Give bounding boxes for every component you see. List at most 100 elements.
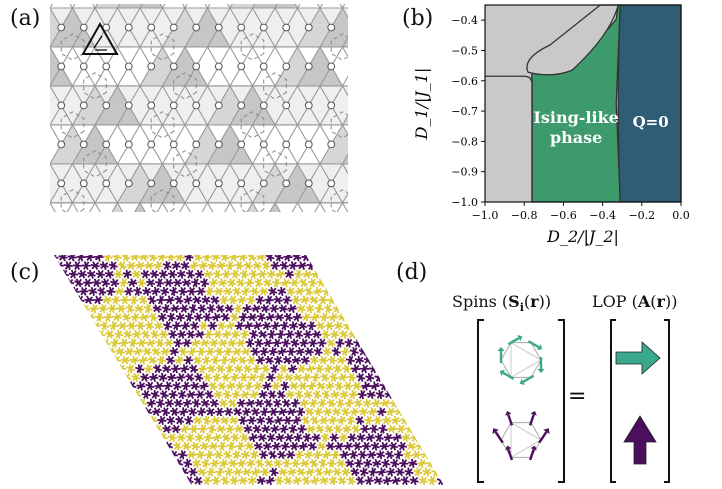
- spin-star: [164, 398, 174, 408]
- spin-star: [219, 355, 229, 365]
- spin-star: [265, 415, 275, 425]
- spin-star: [292, 312, 302, 322]
- spin-star: [255, 458, 265, 468]
- spin-star: [288, 261, 298, 271]
- spin-star: [98, 304, 108, 314]
- spin-star: [250, 287, 260, 296]
- spin-star: [94, 312, 104, 322]
- spin-star: [238, 476, 248, 486]
- spin-star: [171, 424, 181, 434]
- spin-star: [163, 381, 173, 391]
- spin-star: [122, 372, 132, 382]
- spin-star: [285, 329, 295, 339]
- spin-star: [225, 261, 235, 271]
- spin-star: [329, 372, 339, 382]
- spin-star: [384, 390, 394, 399]
- lattice-site: [214, 23, 223, 32]
- spin-star: [228, 458, 238, 468]
- spin-star: [233, 304, 243, 314]
- spin-star: [396, 424, 406, 434]
- spin-star: [355, 415, 365, 425]
- lattice-site: [147, 179, 156, 188]
- spin-star: [261, 424, 271, 434]
- spin-star: [318, 295, 328, 305]
- spin-star: [92, 278, 102, 288]
- spin-star: [95, 269, 105, 279]
- lattice-triangle: [246, 201, 259, 212]
- spin-star: [230, 433, 240, 443]
- spin-star: [347, 372, 357, 382]
- spin-star: [339, 329, 349, 339]
- spin-star: [394, 450, 404, 460]
- spin-star: [308, 338, 318, 348]
- dashed-hexagon: [240, 111, 265, 139]
- spin-star: [136, 321, 146, 331]
- spin-star: [254, 338, 264, 348]
- spin-star: [176, 372, 186, 382]
- spin-star: [426, 458, 436, 468]
- y-tick-label: −0.8: [451, 135, 478, 148]
- lattice-site: [237, 140, 246, 149]
- spin-star: [368, 407, 378, 417]
- spin-star: [208, 321, 218, 331]
- spin-star: [168, 390, 178, 400]
- spin-star: [388, 441, 398, 451]
- dashed-hexagon: [60, 111, 85, 139]
- spin-star: [358, 450, 368, 460]
- spin-star: [391, 476, 401, 486]
- spin-star: [301, 416, 311, 425]
- spin-star: [363, 458, 373, 468]
- spin-star: [189, 261, 199, 271]
- spin-star: [361, 441, 371, 451]
- spin-star: [366, 390, 376, 400]
- spin-star: [307, 321, 317, 331]
- spin-star: [59, 269, 69, 279]
- spin-star: [193, 415, 203, 425]
- spin-star: [254, 398, 264, 408]
- spin-star: [153, 261, 163, 271]
- spin-star: [133, 286, 143, 296]
- spin-star: [321, 329, 331, 339]
- spin-star: [146, 278, 156, 288]
- spin-star: [206, 407, 216, 417]
- spin-star: [315, 424, 325, 434]
- spin-star: [258, 330, 268, 339]
- spin-star: [247, 312, 257, 322]
- lattice-site: [237, 179, 246, 188]
- phase-region-gray-lobe: [526, 4, 620, 76]
- spin-star: [257, 269, 267, 279]
- spin-star: [247, 476, 257, 486]
- lattice-site: [237, 62, 246, 71]
- spin-star: [297, 364, 307, 374]
- spin-star: [85, 312, 95, 322]
- spin-star: [354, 355, 364, 365]
- spin-star: [316, 441, 326, 451]
- spin-star: [308, 278, 318, 288]
- spin-star: [286, 286, 296, 296]
- spin-star: [191, 278, 201, 288]
- spin-star: [200, 338, 210, 348]
- spin-star: [182, 278, 192, 288]
- y-tick-label: −0.9: [451, 166, 478, 179]
- spin-star: [208, 381, 218, 391]
- spin-star: [164, 338, 174, 348]
- spin-star: [298, 321, 308, 331]
- spin-star: [352, 381, 362, 391]
- spin-star: [208, 441, 218, 451]
- spin-star: [268, 286, 278, 296]
- lattice-site: [57, 62, 66, 71]
- spin-star: [279, 424, 289, 434]
- spin-star: [271, 441, 281, 451]
- spin-star: [175, 255, 185, 262]
- spin-star: [371, 398, 381, 408]
- spin-star: [183, 355, 193, 365]
- spin-arrow: [502, 371, 515, 380]
- spin-star: [297, 424, 307, 434]
- lattice-site: [169, 179, 178, 188]
- spin-star: [252, 424, 262, 434]
- spin-star: [260, 304, 270, 314]
- spin-star: [327, 355, 337, 365]
- spin-star: [259, 347, 269, 357]
- spin-star: [170, 304, 180, 314]
- spin-star: [156, 355, 166, 365]
